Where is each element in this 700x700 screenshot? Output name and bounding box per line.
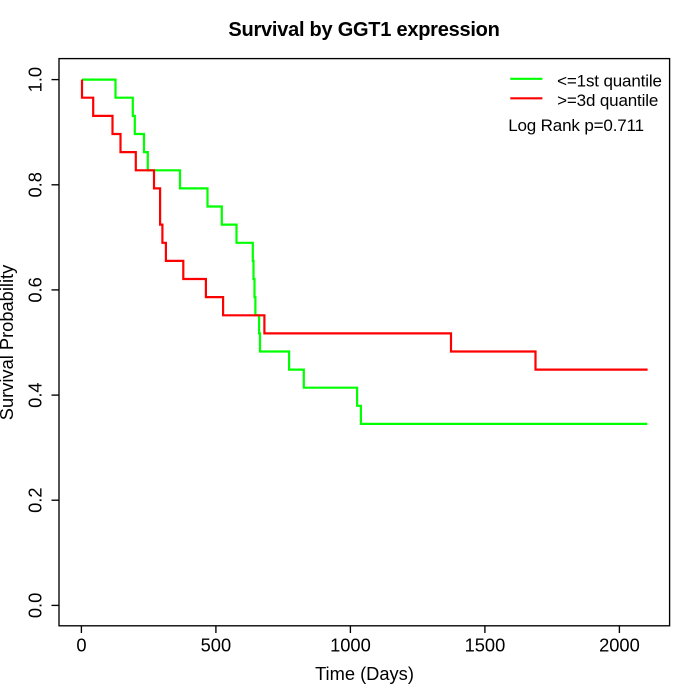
svg-text:Survival Probability: Survival Probability [0, 264, 17, 420]
svg-text:0.2: 0.2 [25, 487, 46, 512]
svg-text:500: 500 [201, 634, 232, 655]
svg-text:0.6: 0.6 [25, 277, 46, 302]
svg-text:1500: 1500 [465, 634, 506, 655]
svg-text:0.4: 0.4 [25, 382, 46, 407]
svg-text:0.8: 0.8 [25, 172, 46, 197]
svg-text:>=3d quantile: >=3d quantile [557, 91, 658, 110]
svg-text:1000: 1000 [330, 634, 371, 655]
svg-text:Log Rank p=0.711: Log Rank p=0.711 [508, 116, 644, 135]
svg-text:0.0: 0.0 [25, 593, 46, 618]
svg-text:Time (Days): Time (Days) [315, 663, 414, 684]
svg-text:0: 0 [76, 634, 86, 655]
svg-text:2000: 2000 [599, 634, 640, 655]
svg-text:Survival by GGT1 expression: Survival by GGT1 expression [228, 19, 499, 41]
svg-text:1.0: 1.0 [25, 67, 46, 92]
svg-text:<=1st quantile: <=1st quantile [557, 72, 662, 91]
